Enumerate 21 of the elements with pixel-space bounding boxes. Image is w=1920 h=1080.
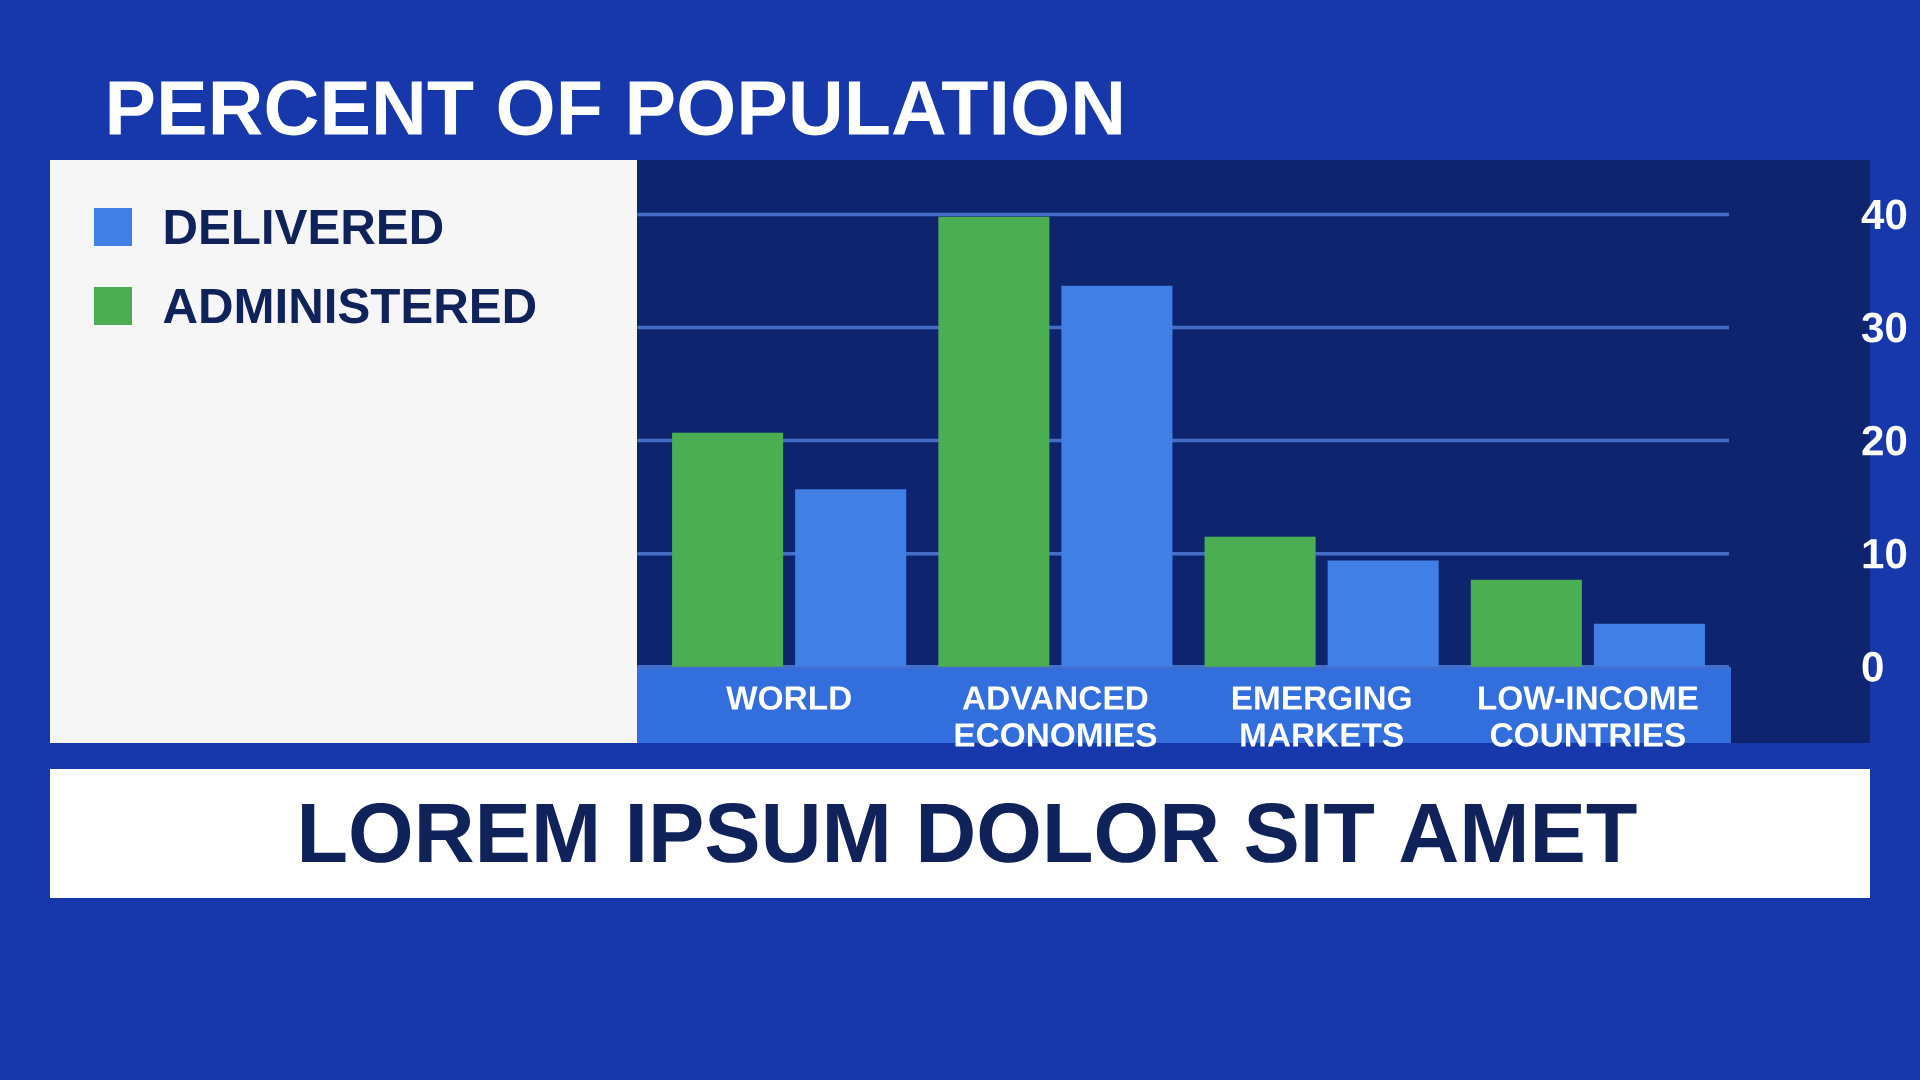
- bar: [1470, 579, 1582, 667]
- bar: [1593, 623, 1705, 667]
- legend-label: DELIVERED: [165, 210, 443, 244]
- y-tick-label: 30: [1861, 312, 1907, 343]
- y-tick-label: 40: [1861, 199, 1907, 230]
- bar: [1204, 536, 1316, 667]
- bar: [795, 489, 907, 667]
- x-tick-label: LOW-INCOME COUNTRIES: [1479, 686, 1698, 747]
- x-tick-label: ADVANCED ECONOMIES: [955, 686, 1157, 747]
- y-tick-label: 20: [1862, 425, 1907, 456]
- y-tick-label: 10: [1863, 538, 1907, 569]
- text: LOREM IPSUM DOLOR SIT AMET: [302, 803, 1637, 863]
- x-tick-label: EMERGING MARKETS: [1232, 686, 1411, 747]
- bar: [1061, 285, 1173, 667]
- bar: [672, 432, 784, 667]
- bar: [1327, 560, 1439, 667]
- y-tick-label: 0: [1862, 651, 1883, 682]
- chart-title: PERCENT OF POPULATION: [109, 80, 1121, 136]
- bar: [938, 216, 1050, 667]
- x-tick-label: WORLD: [726, 686, 851, 710]
- legend-label: ADMINISTERED: [163, 288, 536, 324]
